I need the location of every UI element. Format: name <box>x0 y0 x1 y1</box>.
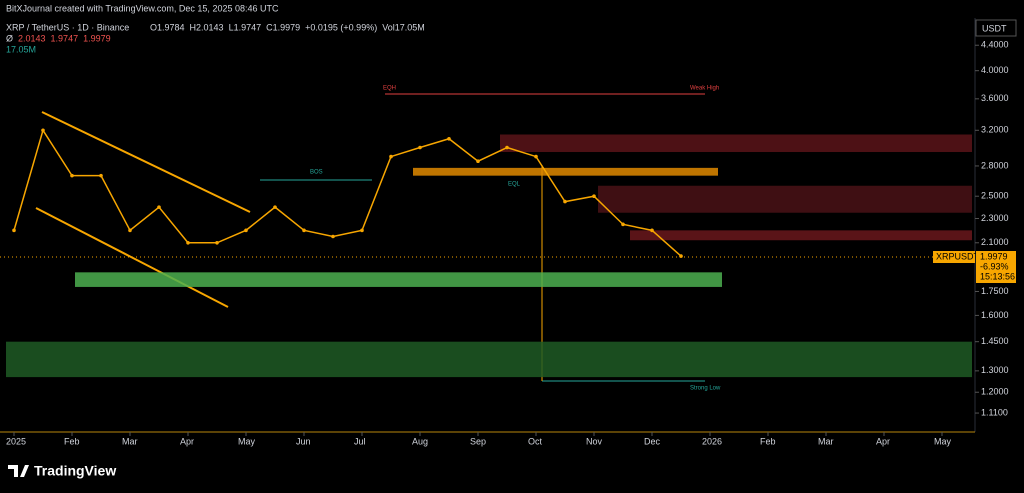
price-point <box>360 228 364 233</box>
logo: TradingView <box>8 463 116 479</box>
x-tick-label: Mar <box>818 436 834 446</box>
price-point <box>70 173 74 178</box>
y-tick-label: 3.6000 <box>981 93 1009 103</box>
x-tick-label: Dec <box>644 436 661 446</box>
y-tick-label: 2.5000 <box>981 191 1009 201</box>
x-tick-label: Apr <box>876 436 890 446</box>
price-point <box>41 128 45 133</box>
annotation: EQH <box>383 86 396 92</box>
x-tick-label: 2026 <box>702 436 722 446</box>
y-tick-label: 1.6000 <box>981 310 1009 320</box>
x-tick-label: Apr <box>180 436 194 446</box>
price-point <box>215 240 219 245</box>
x-tick-label: Mar <box>122 436 138 446</box>
x-tick-label: Feb <box>64 436 80 446</box>
x-tick-label: Feb <box>760 436 776 446</box>
x-tick-label: Sep <box>470 436 486 446</box>
price-point <box>331 234 335 239</box>
annotation: Strong Low <box>690 386 721 392</box>
price-point <box>99 173 103 178</box>
ohlc-value: H2.0143 <box>190 22 224 32</box>
zone <box>75 272 722 287</box>
y-tick-label: 1.4500 <box>981 336 1009 346</box>
tag-countdown: 15:13:56 <box>980 271 1015 281</box>
indicator-value: Ø <box>6 33 13 43</box>
price-point <box>389 154 393 159</box>
symbol: XRP / TetherUS · 1D · Binance <box>6 22 129 32</box>
x-tick-label: May <box>934 436 952 446</box>
logo-text: TradingView <box>34 463 116 479</box>
zone <box>630 230 972 241</box>
y-tick-label: 1.7500 <box>981 286 1009 296</box>
price-line <box>13 128 682 257</box>
tag-symbol: XRPUSDT <box>936 251 980 261</box>
symbol-tag <box>933 251 975 263</box>
price-point <box>592 194 596 199</box>
trendline <box>41 111 251 213</box>
y-tick-label: 4.4000 <box>981 40 1009 50</box>
zone <box>598 185 972 213</box>
annotation: EQL <box>508 182 521 188</box>
x-tick-label: Aug <box>412 436 428 446</box>
y-tick-label: 1.1100 <box>981 407 1008 417</box>
volume-value: 17.05M <box>6 44 36 54</box>
price-point <box>679 254 683 258</box>
currency: USDT <box>982 23 1007 33</box>
y-tick-label: 2.1000 <box>981 237 1009 247</box>
ohlc-value: +0.0195 (+0.99%) <box>305 22 377 32</box>
indicator-value: 1.9747 <box>51 33 79 43</box>
tag-price: 1.9979 <box>980 251 1008 261</box>
y-tick-label: 2.3000 <box>981 213 1009 223</box>
tag-change: -6.93% <box>980 261 1009 271</box>
ohlc-value: L1.9747 <box>229 22 262 32</box>
price-point <box>12 228 16 233</box>
price-point <box>157 205 161 209</box>
price-point <box>563 199 567 204</box>
x-tick-label: Jul <box>354 436 366 446</box>
x-tick-label: May <box>238 436 256 446</box>
x-tick-label: Oct <box>528 436 543 446</box>
price-point <box>650 228 654 233</box>
zone <box>413 167 718 176</box>
price-point <box>447 136 451 141</box>
x-tick-label: Nov <box>586 436 603 446</box>
price-point <box>128 228 132 233</box>
y-tick-label: 1.3000 <box>981 365 1009 375</box>
price-point <box>186 240 190 245</box>
credit: BitXJournal created with TradingView.com… <box>6 3 279 13</box>
x-tick-label: 2025 <box>6 436 26 446</box>
zone <box>6 341 972 378</box>
price-point <box>418 145 422 150</box>
indicator: Ø 2.0143 1.9747 1.9979 <box>6 33 111 43</box>
y-tick-label: 2.8000 <box>981 160 1009 170</box>
price-point <box>534 154 538 159</box>
indicator-value: 1.9979 <box>83 33 111 43</box>
annotation: BOS <box>310 170 323 176</box>
ohlc-value: O1.9784 <box>150 22 185 32</box>
price-point <box>505 145 509 150</box>
logo-icon <box>8 465 29 477</box>
annotation: Weak High <box>690 86 719 92</box>
ohlc-value: C1.9979 <box>266 22 300 32</box>
ohlc-value: Vol17.05M <box>382 22 425 32</box>
price-point <box>621 222 625 227</box>
zone <box>500 134 972 153</box>
y-tick-label: 1.2000 <box>981 387 1009 397</box>
y-tick-label: 3.2000 <box>981 125 1009 135</box>
price-tag <box>976 251 1016 283</box>
currency-box <box>975 19 1017 37</box>
ohlc: O1.9784 H2.0143 L1.9747 C1.9979 +0.0195 (+0.… <box>150 22 425 32</box>
price-point <box>244 228 248 233</box>
x-tick-label: Jun <box>296 436 311 446</box>
y-tick-label: 4.0000 <box>981 65 1009 75</box>
indicator-value: 2.0143 <box>18 33 46 43</box>
price-point <box>302 228 306 233</box>
price-point <box>476 159 480 164</box>
price-point <box>273 205 277 209</box>
